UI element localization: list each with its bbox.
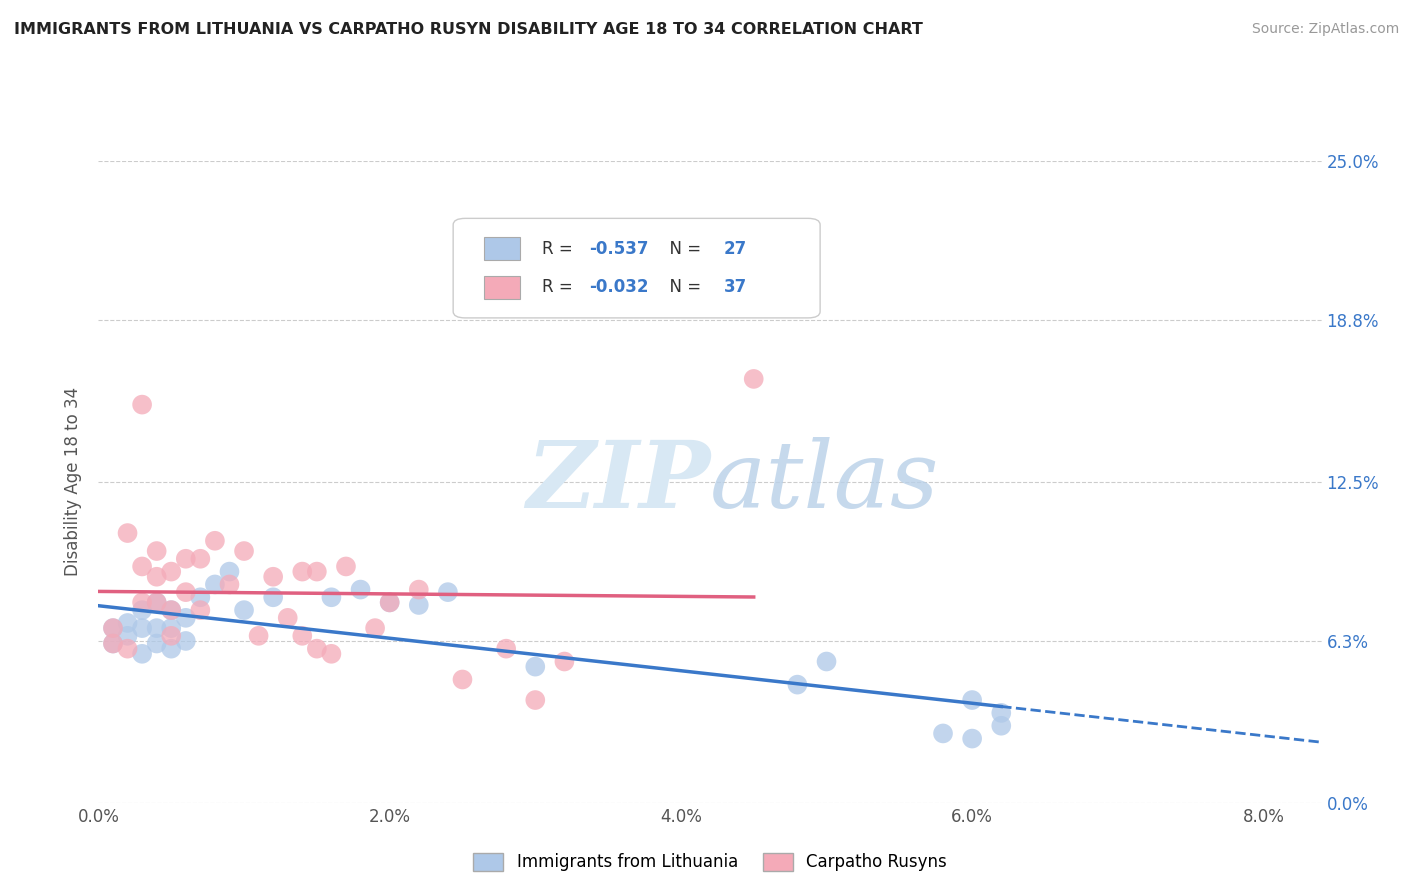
Point	[204, 577, 226, 591]
Text: -0.537: -0.537	[589, 240, 648, 258]
Text: -0.032: -0.032	[589, 278, 648, 296]
Point	[160, 603, 183, 617]
Point	[960, 693, 983, 707]
Point	[145, 595, 167, 609]
Point	[117, 526, 139, 541]
Point	[291, 565, 314, 579]
Point	[101, 636, 124, 650]
Point	[247, 629, 270, 643]
Point	[960, 731, 983, 746]
Point	[117, 629, 139, 643]
Point	[188, 603, 212, 617]
Point	[204, 533, 226, 548]
Point	[131, 398, 153, 412]
Point	[160, 629, 183, 643]
Point	[277, 611, 299, 625]
Point	[524, 693, 547, 707]
Text: 27: 27	[724, 240, 747, 258]
Point	[101, 621, 124, 635]
Point	[145, 621, 167, 635]
Point	[815, 655, 838, 669]
Point	[932, 726, 955, 740]
Point	[408, 598, 430, 612]
Point	[117, 641, 139, 656]
Point	[131, 559, 153, 574]
Point	[160, 565, 183, 579]
Point	[305, 565, 328, 579]
Text: N =: N =	[658, 278, 706, 296]
Legend: Immigrants from Lithuania, Carpatho Rusyns: Immigrants from Lithuania, Carpatho Rusy…	[467, 846, 953, 878]
Point	[553, 655, 575, 669]
Point	[335, 559, 357, 574]
Point	[174, 551, 197, 566]
Point	[174, 634, 197, 648]
Point	[145, 544, 167, 558]
Point	[117, 615, 139, 630]
Text: atlas: atlas	[710, 437, 939, 526]
FancyBboxPatch shape	[453, 219, 820, 318]
Text: Source: ZipAtlas.com: Source: ZipAtlas.com	[1251, 22, 1399, 37]
Point	[990, 719, 1012, 733]
Point	[378, 595, 401, 609]
Text: 37: 37	[724, 278, 747, 296]
Point	[451, 673, 474, 687]
Text: R =: R =	[543, 240, 578, 258]
Point	[218, 577, 240, 591]
Point	[524, 659, 547, 673]
FancyBboxPatch shape	[484, 237, 520, 260]
Point	[160, 641, 183, 656]
Point	[233, 603, 256, 617]
Point	[174, 611, 197, 625]
Point	[218, 565, 240, 579]
Point	[437, 585, 460, 599]
Point	[364, 621, 387, 635]
Text: ZIP: ZIP	[526, 437, 710, 526]
Point	[990, 706, 1012, 720]
Point	[378, 595, 401, 609]
Point	[349, 582, 371, 597]
Text: N =: N =	[658, 240, 706, 258]
Point	[145, 636, 167, 650]
Text: R =: R =	[543, 278, 578, 296]
Point	[233, 544, 256, 558]
Point	[160, 621, 183, 635]
Point	[131, 621, 153, 635]
Point	[305, 641, 328, 656]
Point	[131, 647, 153, 661]
Point	[188, 591, 212, 605]
Point	[131, 595, 153, 609]
FancyBboxPatch shape	[484, 276, 520, 299]
Text: IMMIGRANTS FROM LITHUANIA VS CARPATHO RUSYN DISABILITY AGE 18 TO 34 CORRELATION : IMMIGRANTS FROM LITHUANIA VS CARPATHO RU…	[14, 22, 922, 37]
Point	[131, 603, 153, 617]
Point	[101, 636, 124, 650]
Point	[262, 570, 284, 584]
Point	[145, 570, 167, 584]
Point	[321, 591, 343, 605]
Y-axis label: Disability Age 18 to 34: Disability Age 18 to 34	[65, 387, 83, 576]
Point	[145, 595, 167, 609]
Point	[408, 582, 430, 597]
Point	[262, 591, 284, 605]
Point	[174, 585, 197, 599]
Point	[495, 641, 517, 656]
Point	[742, 372, 765, 386]
Point	[321, 647, 343, 661]
Point	[160, 603, 183, 617]
Point	[291, 629, 314, 643]
Point	[101, 621, 124, 635]
Point	[188, 551, 212, 566]
Point	[786, 678, 808, 692]
